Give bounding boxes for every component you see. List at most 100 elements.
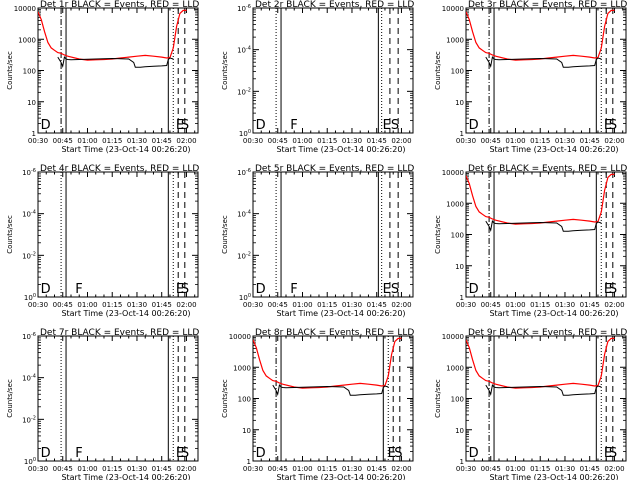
y-tick-label-base: 10 (22, 252, 31, 260)
x-tick-label: 02:00 (604, 301, 624, 309)
chart-title: Det 2r BLACK = Events, RED = LLD (255, 0, 414, 10)
lld-series-line (466, 9, 615, 61)
marker-label-e: E (388, 446, 396, 461)
marker-label-s: S (181, 118, 189, 133)
x-tick-label: 00:45 (53, 301, 73, 309)
y-tick-label: 1000 (18, 36, 36, 44)
x-tick-label: 01:15 (317, 465, 337, 473)
x-axis-title: Start Time (23-Oct-14 00:26:20) (61, 309, 190, 318)
x-tick-label: 02:00 (604, 465, 624, 473)
y-tick-label-exp: -6 (31, 332, 36, 338)
x-axis-title: Start Time (23-Oct-14 00:26:20) (276, 473, 405, 480)
marker-label-d: D (256, 282, 266, 297)
y-axis-title: Counts/sec (434, 215, 442, 254)
y-tick-label-base: 10 (22, 375, 31, 383)
marker-label-d: D (41, 118, 51, 133)
y-tick-label-exp: 0 (33, 457, 36, 463)
x-tick-label: 00:45 (268, 137, 288, 145)
events-series-line (485, 383, 602, 397)
series-group (253, 337, 402, 397)
x-tick-label: 00:30 (456, 301, 476, 309)
plot-frame (37, 7, 199, 134)
x-tick-label: 00:45 (481, 465, 501, 473)
plot-frame (465, 171, 627, 298)
y-tick-label-exp: -2 (246, 251, 251, 257)
y-tick-label: 100 (451, 396, 464, 404)
y-tick-label: 100 (451, 68, 464, 76)
marker-label-e: E (176, 282, 184, 297)
x-tick-label: 01:00 (292, 465, 312, 473)
marker-label-s: S (394, 446, 402, 461)
events-series-line (272, 383, 389, 397)
x-tick-label: 01:30 (342, 465, 362, 473)
x-tick-label: 01:30 (342, 137, 362, 145)
chart-panel-8: Det 8r BLACK = Events, RED = LLD 00:30 00:… (221, 328, 414, 482)
chart-title: Det 6r BLACK = Events, RED = LLD (468, 164, 627, 174)
y-tick-label-base: 10 (24, 294, 33, 302)
y-tick-label: 1000 (446, 36, 464, 44)
y-tick-label: 10000 (229, 333, 251, 341)
x-axis-title: Start Time (23-Oct-14 00:26:20) (61, 473, 190, 480)
chart-panel-1: Det 1r BLACK = Events, RED = LLD 00:30 00:… (6, 0, 199, 154)
plot-frame (465, 7, 627, 134)
y-tick-label: 1000 (233, 364, 251, 372)
y-tick-label: 10-2 (22, 251, 36, 260)
x-tick-label: 01:45 (580, 465, 600, 473)
x-tick-label: 01:45 (580, 137, 600, 145)
y-tick-label: 1 (32, 130, 36, 138)
chart-title: Det 3r BLACK = Events, RED = LLD (468, 0, 627, 10)
x-tick-label: 00:45 (481, 137, 501, 145)
plot-frame (37, 171, 199, 298)
y-tick-label-base: 10 (237, 47, 246, 55)
marker-label-f: F (290, 118, 297, 133)
x-tick-label: 01:15 (317, 301, 337, 309)
x-tick-label: 00:30 (28, 465, 48, 473)
y-axis-title: Counts/sec (434, 51, 442, 90)
marker-label-s: S (609, 282, 617, 297)
lld-series-line (38, 9, 187, 61)
x-tick-label: 00:45 (268, 465, 288, 473)
chart-title: Det 4r BLACK = Events, RED = LLD (40, 164, 199, 174)
marker-label-s: S (609, 446, 617, 461)
x-tick-label: 01:15 (530, 465, 550, 473)
x-tick-label: 01:30 (555, 465, 575, 473)
y-tick-label-base: 10 (22, 211, 31, 219)
x-tick-label: 01:30 (342, 301, 362, 309)
events-series-line (57, 55, 174, 69)
y-axis-title: Counts/sec (434, 379, 442, 418)
events-series-line (485, 219, 602, 233)
chart-title: Det 1r BLACK = Events, RED = LLD (40, 0, 199, 10)
series-group (466, 173, 615, 233)
x-tick-label: 01:15 (102, 137, 122, 145)
x-tick-label: 00:45 (53, 137, 73, 145)
marker-label-e: E (604, 118, 612, 133)
y-tick-label-base: 10 (22, 333, 31, 341)
x-tick-label: 01:45 (580, 301, 600, 309)
chart-title: Det 5r BLACK = Events, RED = LLD (255, 164, 414, 174)
y-tick-label: 10000 (442, 333, 464, 341)
y-tick-label-exp: 0 (33, 293, 36, 299)
y-tick-label: 10 (455, 99, 464, 107)
x-tick-label: 00:30 (243, 301, 263, 309)
marker-label-d: D (469, 118, 479, 133)
series-group (466, 9, 615, 69)
x-tick-label: 02:00 (391, 465, 411, 473)
y-tick-label: 10-4 (22, 374, 36, 383)
x-tick-label: 01:45 (367, 301, 387, 309)
y-tick-label-exp: -6 (31, 168, 36, 174)
y-tick-label: 10 (27, 99, 36, 107)
y-tick-label: 10-2 (237, 87, 251, 96)
y-tick-label: 100 (24, 293, 36, 302)
x-tick-label: 00:45 (268, 301, 288, 309)
y-tick-label-exp: -6 (246, 4, 251, 10)
x-tick-label: 01:00 (292, 301, 312, 309)
plot-frame (252, 171, 414, 298)
x-tick-label: 00:30 (28, 137, 48, 145)
x-tick-label: 01:15 (102, 301, 122, 309)
y-tick-label: 1000 (446, 200, 464, 208)
chart-panel-4: Det 4r BLACK = Events, RED = LLD 00:30 00:… (6, 164, 199, 318)
marker-label-s: S (609, 118, 617, 133)
plot-frame (465, 335, 627, 462)
marker-label-d: D (469, 282, 479, 297)
y-tick-label-base: 10 (24, 458, 33, 466)
